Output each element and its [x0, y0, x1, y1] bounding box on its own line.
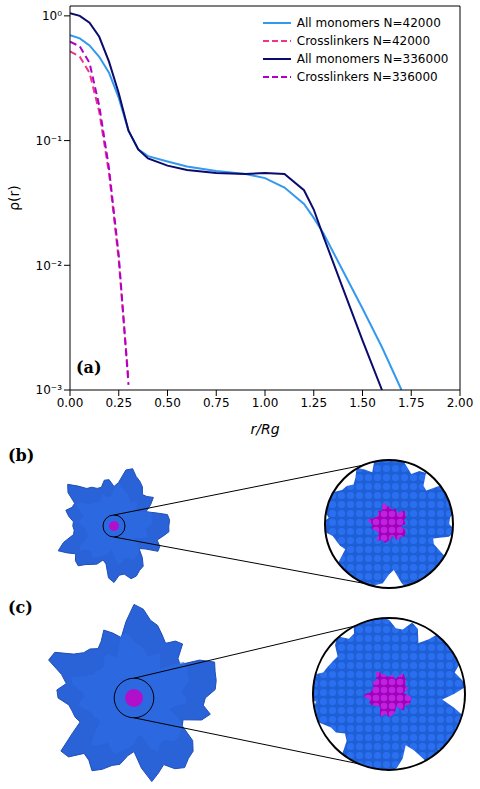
html-text:Crosslinkers N=42000: Crosslinkers N=42000	[296, 34, 431, 48]
svg-text:10⁻¹: 10⁻¹	[36, 134, 63, 148]
html-text:All monomers N=336000: All monomers N=336000	[296, 52, 449, 66]
svg-text:2.00: 2.00	[447, 396, 474, 410]
html-text:All monomers N=42000: All monomers N=42000	[296, 16, 441, 30]
svg-text:1.25: 1.25	[300, 396, 327, 410]
svg-text:0.00: 0.00	[57, 396, 84, 410]
svg-text:0.50: 0.50	[154, 396, 181, 410]
svg-text:10⁻²: 10⁻²	[36, 259, 63, 273]
svg-text:r/Rg: r/Rg	[250, 421, 279, 437]
html-text:(c): (c)	[8, 598, 33, 617]
html-text:Crosslinkers N=336000: Crosslinkers N=336000	[296, 70, 438, 84]
svg-text:1.75: 1.75	[398, 396, 425, 410]
svg-text:0.25: 0.25	[105, 396, 132, 410]
html-text:(a): (a)	[76, 358, 102, 377]
svg-text:1.50: 1.50	[349, 396, 376, 410]
svg-text:0.75: 0.75	[203, 396, 230, 410]
html-text:(b): (b)	[8, 446, 35, 465]
svg-text:ρ(r): ρ(r)	[6, 185, 22, 211]
svg-text:10⁰: 10⁰	[42, 9, 62, 23]
svg-text:1.00: 1.00	[252, 396, 279, 410]
svg-text:10⁻³: 10⁻³	[36, 383, 63, 397]
